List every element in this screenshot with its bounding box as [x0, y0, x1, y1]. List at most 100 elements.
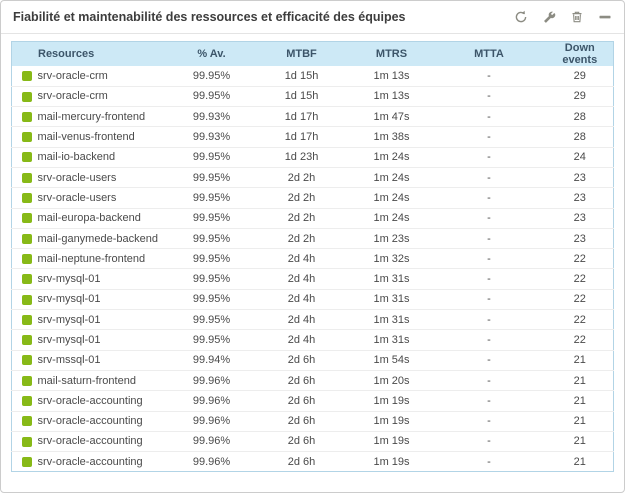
- mtrs-value: 1m 32s: [351, 248, 432, 270]
- widget-title: Fiabilité et maintenabilité des ressourc…: [13, 10, 406, 24]
- configure-button[interactable]: [541, 10, 556, 25]
- resource-name[interactable]: mail-io-backend: [37, 147, 172, 168]
- resource-name[interactable]: mail-saturn-frontend: [37, 370, 172, 392]
- table-row[interactable]: srv-oracle-crm 99.95% 1d 15h 1m 13s - 29: [11, 66, 614, 87]
- mtta-value: -: [431, 228, 547, 250]
- table-row[interactable]: srv-mysql-01 99.95% 2d 4h 1m 31s - 22: [11, 329, 614, 351]
- resource-name[interactable]: srv-oracle-accounting: [37, 390, 172, 412]
- mtta-value: -: [431, 208, 547, 229]
- resource-name[interactable]: srv-oracle-users: [37, 167, 172, 189]
- down-events-value: 22: [546, 248, 614, 270]
- mtbf-value: 2d 2h: [251, 208, 352, 229]
- mtbf-value: 2d 4h: [251, 248, 352, 270]
- table-header: Resources % Av. MTBF MTRS MTTA Down even…: [11, 41, 614, 66]
- resource-name[interactable]: mail-neptune-frontend: [37, 248, 172, 270]
- down-events-value: 21: [546, 411, 614, 432]
- ok-status-icon: [21, 355, 32, 366]
- resource-name[interactable]: srv-oracle-crm: [37, 86, 172, 108]
- table-row[interactable]: srv-oracle-users 99.95% 2d 2h 1m 24s - 2…: [11, 167, 614, 189]
- table-row[interactable]: mail-venus-frontend 99.93% 1d 17h 1m 38s…: [11, 126, 614, 148]
- resource-name[interactable]: srv-oracle-users: [37, 187, 172, 209]
- table-row[interactable]: srv-mysql-01 99.95% 2d 4h 1m 31s - 22: [11, 289, 614, 311]
- table-row[interactable]: mail-mercury-frontend 99.93% 1d 17h 1m 4…: [11, 106, 614, 128]
- table-row[interactable]: srv-mysql-01 99.95% 2d 4h 1m 31s - 22: [11, 309, 614, 331]
- resource-name[interactable]: srv-mysql-01: [37, 329, 172, 351]
- column-header-resources[interactable]: Resources: [11, 41, 172, 66]
- resource-name[interactable]: srv-oracle-accounting: [37, 455, 143, 468]
- status-cell: [11, 370, 38, 392]
- table-row[interactable]: srv-mysql-01 99.95% 2d 4h 1m 31s - 22: [11, 268, 614, 290]
- down-events-value: 21: [546, 350, 614, 371]
- table-row[interactable]: mail-saturn-frontend 99.96% 2d 6h 1m 20s…: [11, 370, 614, 392]
- delete-button[interactable]: [569, 10, 584, 25]
- ok-status-icon: [21, 152, 32, 163]
- status-cell: [11, 126, 38, 148]
- table-row[interactable]: srv-oracle-accounting 99.96% 2d 6h 1m 19…: [11, 390, 614, 412]
- ok-status-icon: [21, 70, 32, 81]
- down-events-value: 29: [546, 86, 614, 108]
- resource-name[interactable]: srv-oracle-accounting: [37, 411, 172, 432]
- availability-value: 99.95%: [171, 309, 252, 331]
- down-events-value: 24: [546, 147, 614, 168]
- availability-value: 99.95%: [171, 86, 252, 108]
- mtta-value: -: [431, 309, 547, 331]
- resource-name[interactable]: srv-mysql-01: [37, 309, 172, 331]
- ok-status-icon: [21, 436, 32, 447]
- table-row[interactable]: mail-neptune-frontend 99.95% 2d 4h 1m 32…: [11, 248, 614, 270]
- column-header-availability[interactable]: % Av.: [171, 41, 252, 66]
- resource-name[interactable]: srv-oracle-accounting: [37, 431, 172, 453]
- table-row[interactable]: srv-oracle-users 99.95% 2d 2h 1m 24s - 2…: [11, 187, 614, 209]
- mtbf-value: 2d 4h: [251, 268, 352, 290]
- column-header-mtrs[interactable]: MTRS: [351, 41, 432, 66]
- table-row[interactable]: mail-europa-backend 99.95% 2d 2h 1m 24s …: [11, 208, 614, 229]
- collapse-button[interactable]: [597, 10, 612, 25]
- table-row[interactable]: srv-oracle-accounting 99.96% 2d 6h 1m 19…: [12, 452, 614, 472]
- down-events-value: 21: [546, 390, 614, 412]
- down-events-value: 23: [546, 208, 614, 229]
- down-events-value: 21: [573, 455, 586, 468]
- mtbf-value: 2d 6h: [287, 455, 316, 468]
- down-events-value: 23: [546, 228, 614, 250]
- table-row[interactable]: mail-ganymede-backend 99.95% 2d 2h 1m 23…: [11, 228, 614, 250]
- status-cell: [11, 147, 38, 168]
- table-row[interactable]: srv-oracle-accounting 99.96% 2d 6h 1m 19…: [11, 411, 614, 432]
- mtrs-value: 1m 19s: [351, 390, 432, 412]
- resource-name[interactable]: mail-mercury-frontend: [37, 106, 172, 128]
- ok-status-icon: [21, 213, 32, 224]
- column-header-mtbf[interactable]: MTBF: [251, 41, 352, 66]
- ok-status-icon: [21, 456, 32, 467]
- refresh-button[interactable]: [513, 10, 528, 25]
- mtta-value: -: [431, 66, 547, 87]
- table-row[interactable]: srv-oracle-crm 99.95% 1d 15h 1m 13s - 29: [11, 86, 614, 108]
- mtrs-value: 1m 47s: [351, 106, 432, 128]
- resource-name[interactable]: srv-mssql-01: [37, 350, 172, 371]
- resource-name[interactable]: mail-europa-backend: [37, 208, 172, 229]
- mtta-value: -: [431, 370, 547, 392]
- resource-name[interactable]: mail-venus-frontend: [37, 126, 172, 148]
- down-events-value: 28: [546, 126, 614, 148]
- status-cell: [11, 208, 38, 229]
- mtta-value: -: [431, 329, 547, 351]
- ok-status-icon: [21, 111, 32, 122]
- status-cell: [11, 431, 38, 453]
- status-cell: [11, 187, 38, 209]
- mtrs-value: 1m 19s: [351, 411, 432, 432]
- table-row[interactable]: srv-mssql-01 99.94% 2d 6h 1m 54s - 21: [11, 350, 614, 371]
- down-events-value: 22: [546, 289, 614, 311]
- mtta-value: -: [431, 167, 547, 189]
- column-header-down-events[interactable]: Down events: [546, 41, 614, 66]
- availability-value: 99.93%: [171, 126, 252, 148]
- table-row[interactable]: srv-oracle-accounting 99.96% 2d 6h 1m 19…: [11, 431, 614, 453]
- status-cell: [11, 309, 38, 331]
- availability-value: 99.96%: [171, 411, 252, 432]
- column-header-mtta[interactable]: MTTA: [431, 41, 547, 66]
- resource-name[interactable]: srv-oracle-crm: [37, 66, 172, 87]
- table-row[interactable]: mail-io-backend 99.95% 1d 23h 1m 24s - 2…: [11, 147, 614, 168]
- down-events-value: 21: [546, 370, 614, 392]
- resource-name[interactable]: srv-mysql-01: [37, 289, 172, 311]
- resource-name[interactable]: mail-ganymede-backend: [37, 228, 172, 250]
- widget-body: Resources % Av. MTBF MTRS MTTA Down even…: [1, 34, 624, 482]
- resource-name[interactable]: srv-mysql-01: [37, 268, 172, 290]
- status-cell: [11, 268, 38, 290]
- mtbf-value: 2d 6h: [251, 431, 352, 453]
